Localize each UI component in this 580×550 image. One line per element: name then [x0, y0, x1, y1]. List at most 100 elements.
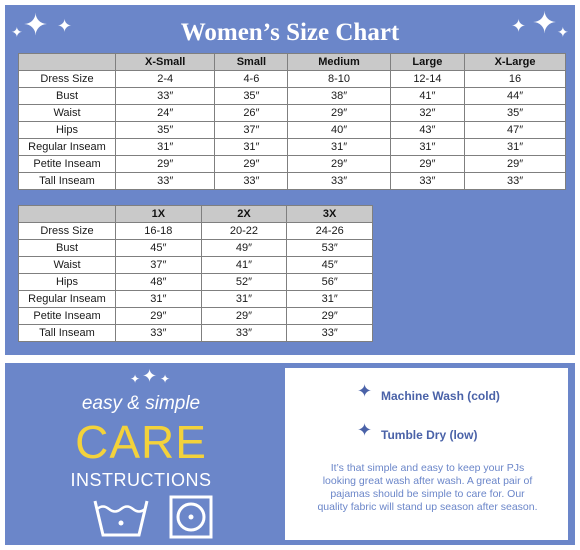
care-subtitle: easy & simple [81, 393, 201, 414]
table-cell: 33″ [114, 87, 216, 105]
care-item-machine-wash: Machine Wash (cold) [381, 389, 500, 403]
table-cell: 41″ [200, 256, 288, 274]
table-cell: 31″ [287, 138, 391, 156]
table-cell: 31″ [115, 290, 202, 308]
table-cell: 31″ [214, 138, 289, 156]
row-label: Hips [18, 273, 116, 291]
sparkle-icon: ✦ [357, 420, 373, 440]
care-heading-block: ✦ ✦ ✦ easy & simple CARE INSTRUCTIONS [5, 363, 277, 545]
column-header: Small [214, 53, 289, 71]
table-cell: 37″ [214, 121, 289, 139]
sparkle-icon: ✦ [357, 381, 373, 401]
row-label: Dress Size [18, 222, 116, 240]
column-header: Medium [287, 53, 391, 71]
table-cell: 29″ [214, 155, 289, 173]
table-row: Petite Inseam 29″ 29″ 29″ 29″ 29″ [18, 155, 566, 173]
table-corner-cell [18, 205, 116, 223]
table-row: Tall Inseam 33″ 33″ 33″ [18, 324, 373, 342]
table-cell: 31″ [389, 138, 466, 156]
chart-title: Women’s Size Chart [180, 19, 400, 46]
row-label: Tall Inseam [18, 324, 116, 342]
table-cell: 44″ [464, 87, 566, 105]
table-cell: 24″ [114, 104, 216, 122]
care-item-tumble-dry: Tumble Dry (low) [381, 428, 478, 442]
table-cell: 24-26 [286, 222, 373, 240]
size-table-plus: 1X 2X 3X Dress Size 16-18 20-22 24-26 Bust 45″ 4… [18, 205, 373, 342]
column-header: 1X [115, 205, 202, 223]
table-cell: 29″ [389, 155, 466, 173]
row-label: Bust [18, 87, 116, 105]
table-cell: 45″ [286, 256, 373, 274]
table-row: Waist 24″ 26″ 29″ 32″ 35″ [18, 104, 566, 122]
table-cell: 33″ [287, 172, 391, 190]
sparkle-icon: ✦ [23, 9, 49, 42]
table-cell: 4-6 [214, 70, 289, 88]
table-row: Hips 35″ 37″ 40″ 43″ 47″ [18, 121, 566, 139]
care-title: CARE [75, 416, 207, 468]
sparkle-icon: ✦ [11, 24, 23, 40]
table-cell: 29″ [287, 104, 391, 122]
row-label: Hips [18, 121, 116, 139]
table-cell: 31″ [114, 138, 216, 156]
table-cell: 29″ [115, 307, 202, 325]
table-cell: 16 [464, 70, 566, 88]
table-row: Tall Inseam 33″ 33″ 33″ 33″ 33″ [18, 172, 566, 190]
care-details: ✦ Machine Wash (cold) ✦ Tumble Dry (low)… [285, 368, 568, 540]
care-panel: ✦ ✦ ✦ easy & simple CARE INSTRUCTIONS ✦ … [5, 363, 575, 545]
table-cell: 33″ [200, 324, 288, 342]
table-cell: 32″ [389, 104, 466, 122]
table-row: Dress Size 16-18 20-22 24-26 [18, 222, 373, 240]
row-label: Waist [18, 104, 116, 122]
wash-basin-icon [93, 500, 149, 537]
sparkle-icon: ✦ [557, 24, 569, 40]
column-header: X-Small [114, 53, 216, 71]
table-cell: 41″ [389, 87, 466, 105]
sparkle-icon: ✦ [532, 7, 558, 40]
table-row: Regular Inseam 31″ 31″ 31″ 31″ 31″ [18, 138, 566, 156]
sparkle-icon: ✦ [130, 372, 141, 386]
table-cell: 29″ [464, 155, 566, 173]
column-header: 3X [286, 205, 373, 223]
table-row: Bust 33″ 35″ 38″ 41″ 44″ [18, 87, 566, 105]
table-cell: 31″ [464, 138, 566, 156]
column-header: X-Large [464, 53, 566, 71]
column-header: Large [389, 53, 466, 71]
table-cell: 29″ [286, 307, 373, 325]
row-label: Petite Inseam [18, 307, 116, 325]
table-cell: 16-18 [115, 222, 202, 240]
row-label: Dress Size [18, 70, 116, 88]
table-row: Hips 48″ 52″ 56″ [18, 273, 373, 291]
table-row: Regular Inseam 31″ 31″ 31″ [18, 290, 373, 308]
table-row: Waist 37″ 41″ 45″ [18, 256, 373, 274]
table-cell: 52″ [200, 273, 288, 291]
row-label: Tall Inseam [18, 172, 116, 190]
table-cell: 33″ [114, 172, 216, 190]
table-cell: 38″ [287, 87, 391, 105]
table-corner-cell [18, 53, 116, 71]
table-cell: 56″ [286, 273, 373, 291]
table-cell: 35″ [464, 104, 566, 122]
table-cell: 35″ [114, 121, 216, 139]
table-cell: 29″ [287, 155, 391, 173]
table-row: Dress Size 2-4 4-6 8-10 12-14 16 [18, 70, 566, 88]
table-cell: 47″ [464, 121, 566, 139]
table-cell: 37″ [115, 256, 202, 274]
table-cell: 29″ [114, 155, 216, 173]
table-cell: 40″ [287, 121, 391, 139]
table-cell: 48″ [115, 273, 202, 291]
table-cell: 49″ [200, 239, 288, 257]
table-cell: 8-10 [287, 70, 391, 88]
table-cell: 53″ [286, 239, 373, 257]
column-header: 2X [200, 205, 288, 223]
table-row: Bust 45″ 49″ 53″ [18, 239, 373, 257]
table-row: Petite Inseam 29″ 29″ 29″ [18, 307, 373, 325]
row-label: Bust [18, 239, 116, 257]
row-label: Regular Inseam [18, 290, 116, 308]
size-table-regular: X-Small Small Medium Large X-Large Dress Siz… [18, 53, 566, 190]
care-description: It’s that simple and easy to keep your P… [317, 462, 538, 513]
sparkle-icon: ✦ [511, 16, 527, 36]
size-chart-panel: ✦ ✦ ✦ ✦ ✦ ✦ Women’s Size Chart X-Small Sm… [5, 5, 575, 355]
table-cell: 31″ [200, 290, 288, 308]
sparkle-icon: ✦ [160, 372, 171, 386]
table-cell: 33″ [464, 172, 566, 190]
